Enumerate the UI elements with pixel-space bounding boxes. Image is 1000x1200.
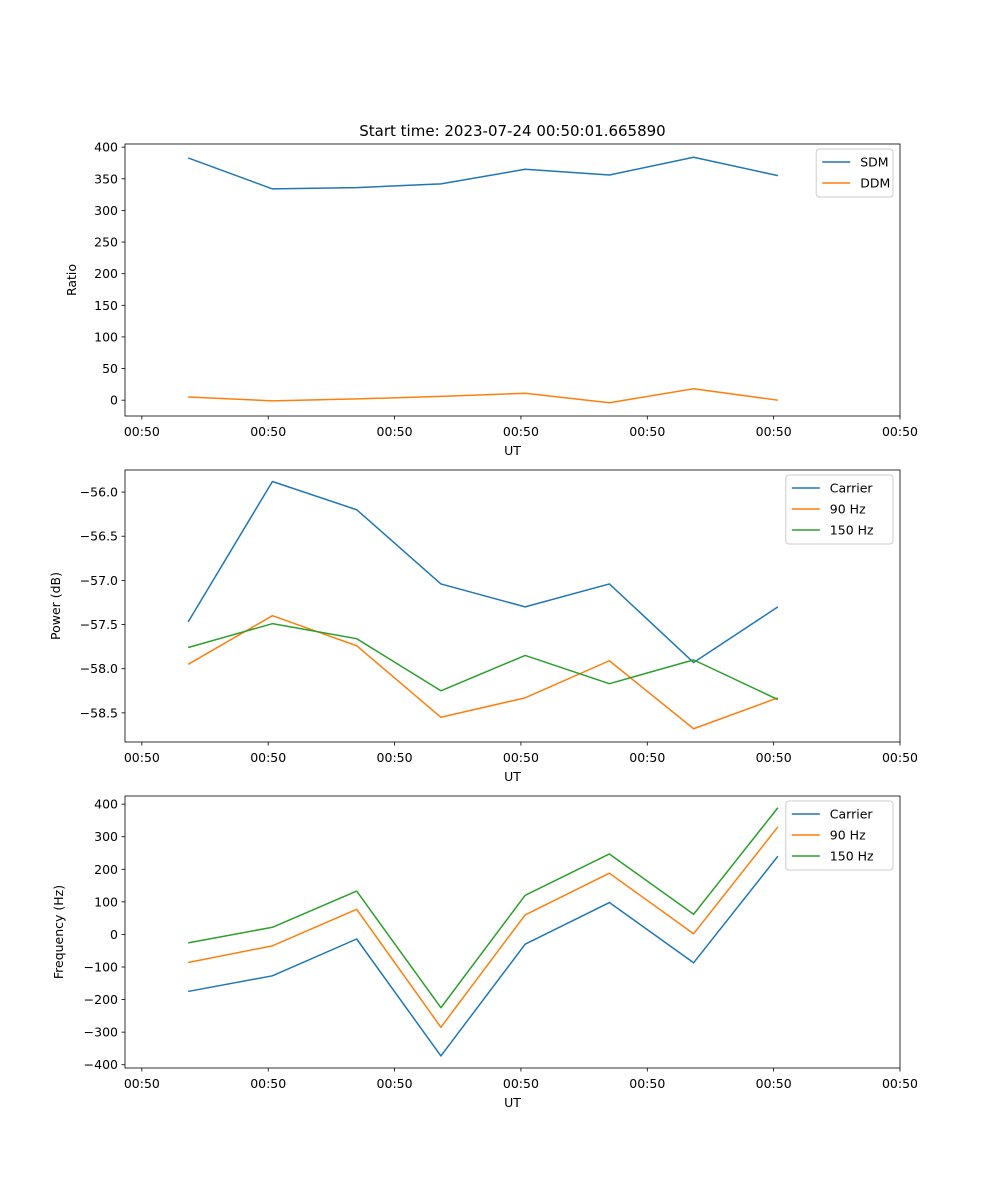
x-tick-label: 00:50 <box>377 750 413 765</box>
y-tick-label: −57.0 <box>80 573 118 588</box>
y-tick-label: 400 <box>94 797 118 812</box>
legend-label: 90 Hz <box>830 502 866 517</box>
series-line-150-hz <box>187 622 779 701</box>
y-tick-label: −100 <box>84 960 118 975</box>
y-axis-label: Power (dB) <box>48 572 63 640</box>
axes-frame <box>124 469 901 743</box>
y-tick-label: −300 <box>84 1025 118 1040</box>
chart-panel-3: −400 −300 −200 −100 0 100 200 300 400 00:50 00:50 0… <box>51 795 918 1110</box>
y-tick-label: 200 <box>94 862 118 877</box>
x-tick-label: 00:50 <box>629 1076 665 1091</box>
y-tick-label: −56.5 <box>80 529 118 544</box>
y-tick-label: 100 <box>94 329 118 344</box>
legend-label: DDM <box>860 176 890 191</box>
x-tick-label: 00:50 <box>503 750 539 765</box>
x-tick-label: 00:50 <box>250 1076 286 1091</box>
series-line-carrier <box>187 480 779 664</box>
axes-frame <box>124 795 901 1069</box>
y-tick-label: 300 <box>94 203 118 218</box>
panels-group: 0 50 100 150 200 250 300 350 400 00:50 00:50 00:50 0… <box>48 140 918 1110</box>
y-tick-label: 0 <box>110 927 118 942</box>
y-tick-label: 150 <box>94 298 118 313</box>
x-tick-label: 00:50 <box>250 424 286 439</box>
y-tick-label: 350 <box>94 171 118 186</box>
x-tick-label: 00:50 <box>756 750 792 765</box>
x-tick-label: 00:50 <box>882 424 918 439</box>
x-tick-label: 00:50 <box>124 1076 160 1091</box>
y-tick-label: 100 <box>94 894 118 909</box>
y-tick-label: −58.5 <box>80 705 118 720</box>
series-line-90-hz <box>187 614 779 730</box>
legend-frame <box>785 474 894 545</box>
figure-title: Start time: 2023-07-24 00:50:01.665890 <box>359 122 665 140</box>
series-line-carrier <box>188 855 779 1057</box>
legend-frame <box>785 800 894 871</box>
x-tick-label: 00:50 <box>756 1076 792 1091</box>
legend: SDM DDM <box>815 148 894 198</box>
x-axis-label: UT <box>504 769 521 784</box>
y-tick-label: −58.0 <box>80 661 118 676</box>
legend: Carrier 90 Hz 150 Hz <box>785 474 894 545</box>
legend-label: 150 Hz <box>830 523 874 538</box>
legend-label: 150 Hz <box>830 849 874 864</box>
legend-label: Carrier <box>830 807 874 822</box>
chart-panel-1: 0 50 100 150 200 250 300 350 400 00:50 00:50 00:50 0… <box>64 140 918 458</box>
y-tick-label: 300 <box>94 829 118 844</box>
x-tick-label: 00:50 <box>882 1076 918 1091</box>
y-axis-label: Frequency (Hz) <box>51 885 66 979</box>
chart-panel-2: −58.5 −58.0 −57.5 −57.0 −56.5 −56.0 00:50 00:50… <box>48 469 918 784</box>
x-tick-label: 00:50 <box>882 750 918 765</box>
x-axis-label: UT <box>504 1095 521 1110</box>
x-tick-label: 00:50 <box>629 750 665 765</box>
x-tick-label: 00:50 <box>124 424 160 439</box>
y-tick-label: −200 <box>84 992 118 1007</box>
y-tick-label: 250 <box>94 235 118 250</box>
y-tick-label: −57.5 <box>80 617 118 632</box>
x-tick-label: 00:50 <box>124 750 160 765</box>
series-line-150-hz <box>188 807 779 1009</box>
x-tick-label: 00:50 <box>629 424 665 439</box>
x-tick-label: 00:50 <box>250 750 286 765</box>
legend-label: 90 Hz <box>830 828 866 843</box>
y-tick-label: 400 <box>94 140 118 155</box>
x-tick-label: 00:50 <box>377 1076 413 1091</box>
y-tick-label: 200 <box>94 266 118 281</box>
y-tick-label: −56.0 <box>80 485 118 500</box>
x-axis-label: UT <box>504 443 521 458</box>
series-line-sdm <box>187 156 779 190</box>
y-tick-label: 50 <box>102 361 118 376</box>
y-tick-label: 0 <box>110 393 118 408</box>
x-tick-label: 00:50 <box>503 424 539 439</box>
y-tick-label: −400 <box>84 1057 118 1072</box>
axes-frame <box>124 143 901 417</box>
series-line-90-hz <box>188 826 779 1029</box>
x-tick-label: 00:50 <box>503 1076 539 1091</box>
legend: Carrier 90 Hz 150 Hz <box>785 800 894 871</box>
x-tick-label: 00:50 <box>377 424 413 439</box>
series-line-ddm <box>188 388 778 404</box>
x-tick-label: 00:50 <box>756 424 792 439</box>
legend-label: Carrier <box>830 481 874 496</box>
legend-frame <box>815 148 894 198</box>
y-axis-label: Ratio <box>64 264 79 296</box>
legend-label: SDM <box>860 155 888 170</box>
